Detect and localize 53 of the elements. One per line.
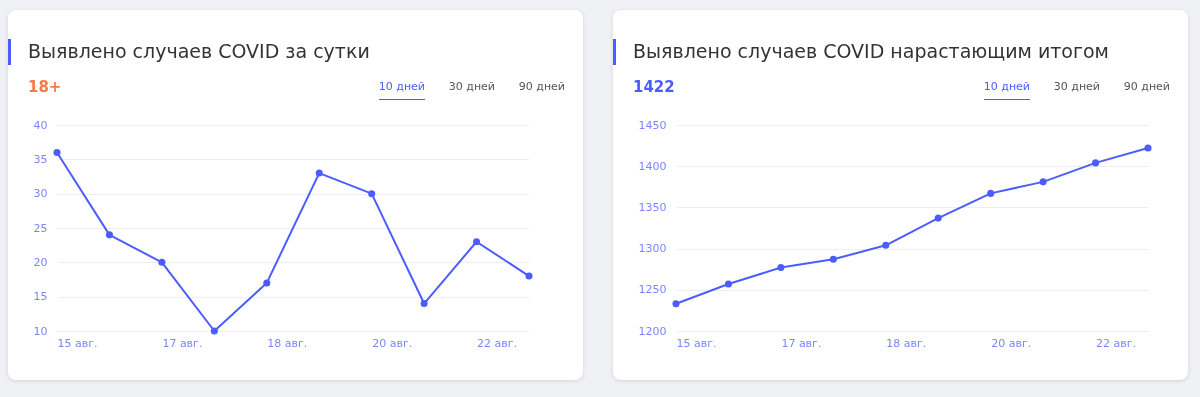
x-tick-label: 17 авг. [162, 336, 203, 350]
x-tick-label: 15 авг. [676, 336, 717, 350]
x-tick-label: 17 авг. [781, 336, 822, 350]
x-tick-label: 18 авг. [267, 336, 308, 350]
text: 10 дней [378, 80, 425, 100]
point [158, 258, 166, 266]
point [105, 231, 113, 239]
x-tick-label: 22 авг. [477, 336, 518, 350]
point [777, 264, 785, 272]
chart-title: Выявлено случаев COVID нарастающим итогом [633, 40, 1109, 62]
point [882, 241, 890, 249]
y-tick-label: 10 [33, 324, 48, 338]
point [987, 189, 995, 197]
point [724, 280, 732, 288]
y-tick-label: 1250 [638, 283, 667, 297]
y-tick-label: 15 [33, 290, 48, 304]
point [1039, 178, 1047, 186]
y-tick-label: 40 [33, 118, 48, 132]
y-tick-label: 1350 [638, 200, 667, 214]
text: 1422 [633, 78, 675, 96]
text: 18+ [28, 78, 62, 96]
text: 30 дней [448, 80, 495, 95]
point [420, 300, 428, 308]
chart-title: Выявлено случаев COVID за сутки [28, 40, 370, 62]
point [672, 300, 680, 308]
text: 30 дней [1053, 80, 1100, 95]
point [53, 148, 61, 156]
y-tick-label: 1300 [638, 242, 667, 256]
text: 90 дней [518, 80, 565, 95]
point [263, 279, 271, 287]
x-tick-label: 18 авг. [886, 336, 927, 350]
point [525, 272, 533, 280]
x-tick-label: 20 авг. [372, 336, 413, 350]
point [829, 255, 837, 263]
point [934, 214, 942, 222]
y-tick-label: 30 [33, 187, 48, 201]
x-tick-label: 20 авг. [991, 336, 1032, 350]
point [368, 190, 376, 198]
point [315, 169, 323, 177]
y-tick-label: 20 [33, 255, 48, 269]
point [473, 238, 481, 246]
y-tick-label: 35 [33, 152, 48, 166]
y-tick-label: 1200 [638, 324, 667, 338]
text: 90 дней [1123, 80, 1170, 95]
y-tick-label: 1450 [638, 118, 667, 132]
y-tick-label: 25 [33, 221, 48, 235]
x-tick-label: 15 авг. [57, 336, 98, 350]
x-tick-label: 22 авг. [1096, 336, 1137, 350]
point [210, 327, 218, 335]
text: 10 дней [983, 80, 1030, 100]
point [1144, 144, 1152, 152]
y-tick-label: 1400 [638, 159, 667, 173]
point [1092, 159, 1100, 167]
